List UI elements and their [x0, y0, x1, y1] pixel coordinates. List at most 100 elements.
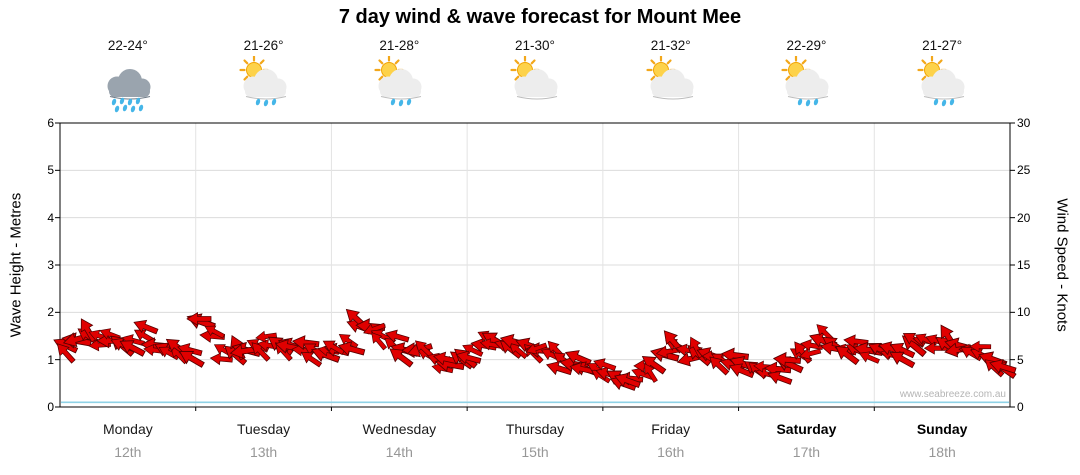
wind-arrow [455, 350, 482, 365]
rain-drops-icon [255, 98, 276, 107]
day-name: Thursday [505, 421, 565, 437]
cloud-icon [514, 69, 558, 100]
wind-arrows [53, 308, 1017, 391]
weather-icon-svg [781, 55, 829, 107]
wave-axis-tick: 4 [47, 210, 54, 225]
wind-arrow [799, 348, 822, 360]
cloud-icon [378, 69, 422, 100]
cloud-icon [785, 69, 829, 100]
wind-arrow [709, 356, 730, 376]
wave-axis-tick: 5 [47, 163, 54, 178]
day-date: 17th [792, 444, 821, 460]
weather-icon-svg [510, 55, 558, 100]
day-date: 18th [928, 444, 956, 460]
wave-axis-tick: 1 [47, 352, 54, 367]
day-date: 15th [521, 444, 549, 460]
wind-arrow [251, 342, 271, 362]
day-temperature: 21-28° [379, 38, 420, 53]
weather-icon-sun-cloud-rain [774, 55, 838, 114]
rain-drops-icon [111, 97, 144, 113]
rain-drops-icon [391, 98, 412, 107]
weather-icon-svg [917, 55, 965, 107]
wind-arrow [119, 340, 146, 357]
wind-arrow [186, 311, 212, 326]
watermark: www.seabreeze.com.au [899, 389, 1006, 400]
wind-arrow [371, 332, 388, 351]
day-temperature: 21-26° [243, 38, 284, 53]
weather-icon-svg [238, 55, 287, 107]
wind-arrow [816, 324, 835, 342]
wind-axis-tick: 25 [1017, 163, 1031, 178]
wind-arrow [889, 351, 916, 369]
cloud-icon [650, 69, 694, 100]
wind-arrow [835, 345, 860, 366]
wind-arrow [204, 325, 226, 339]
wind-arrow [858, 351, 880, 364]
day-temperature: 21-32° [650, 38, 691, 53]
wind-arrow [613, 373, 641, 389]
day-temperature: 22-29° [786, 38, 827, 53]
wind-arrow [800, 339, 824, 352]
weather-icon-sun-cloud-rain [232, 55, 296, 114]
wind-arrow [300, 351, 323, 368]
wind-arrow [414, 340, 434, 358]
weather-icon-sun-cloud-rain [367, 55, 431, 114]
cloud-icon [243, 69, 287, 100]
weather-icon-svg [107, 69, 151, 113]
day-name: Saturday [776, 421, 837, 437]
wave-axis-tick: 0 [47, 400, 54, 414]
wind-arrow [525, 342, 548, 355]
cloud-icon [921, 69, 965, 100]
wind-arrow [384, 329, 410, 343]
wind-arrow [564, 350, 592, 366]
wind-arrow [767, 370, 793, 385]
day-name: Friday [651, 421, 691, 437]
day-name: Tuesday [236, 421, 291, 437]
wind-arrow [728, 363, 755, 379]
weather-icon-sun-cloud [503, 55, 567, 114]
wind-arrow [593, 358, 617, 372]
rain-drops-icon [933, 98, 955, 107]
day-date: 13th [249, 444, 278, 460]
wind-arrow [133, 319, 159, 335]
wind-arrow [969, 340, 992, 353]
wind-axis-tick: 5 [1017, 352, 1024, 367]
wind-arrow [641, 356, 667, 375]
wind-arrow [179, 350, 205, 368]
weather-icon-sun-cloud [639, 55, 703, 114]
wind-axis-tick: 30 [1017, 116, 1031, 130]
cloud-icon [107, 69, 151, 100]
wind-arrow [772, 351, 802, 368]
day-date: 14th [385, 444, 413, 460]
wave-axis-tick: 6 [47, 116, 54, 130]
wind-arrow [338, 333, 359, 349]
wind-arrow [644, 363, 658, 383]
day-temperature: 21-27° [922, 38, 963, 53]
day-name: Monday [102, 421, 153, 437]
wind-arrow [255, 330, 278, 343]
wind-axis-tick: 10 [1017, 305, 1031, 320]
chart-title: 7 day wind & wave forecast for Mount Mee [338, 6, 742, 28]
wave-axis-tick: 2 [47, 305, 54, 320]
weather-icon-sun-cloud-rain [910, 55, 974, 114]
wind-axis-tick: 20 [1017, 210, 1031, 225]
day-date: 12th [114, 444, 142, 460]
wind-arrow [337, 341, 366, 357]
day-date: 16th [657, 444, 685, 460]
day-name: Wednesday [362, 421, 437, 437]
wind-arrow [56, 343, 76, 364]
wind-arrow [989, 359, 1017, 374]
rain-drops-icon [798, 98, 819, 107]
day-temperature: 22-24° [107, 38, 148, 53]
wind-arrow [389, 348, 414, 368]
day-temperature: 21-30° [515, 38, 555, 53]
weather-icon-svg [374, 55, 422, 107]
wave-axis-tick: 3 [47, 258, 54, 272]
weather-icon-svg [646, 55, 694, 100]
weather-icon-rain [96, 56, 160, 114]
wind-axis-tick: 0 [1017, 400, 1024, 414]
wind-axis-tick: 15 [1017, 258, 1031, 272]
day-name: Sunday [916, 421, 968, 437]
